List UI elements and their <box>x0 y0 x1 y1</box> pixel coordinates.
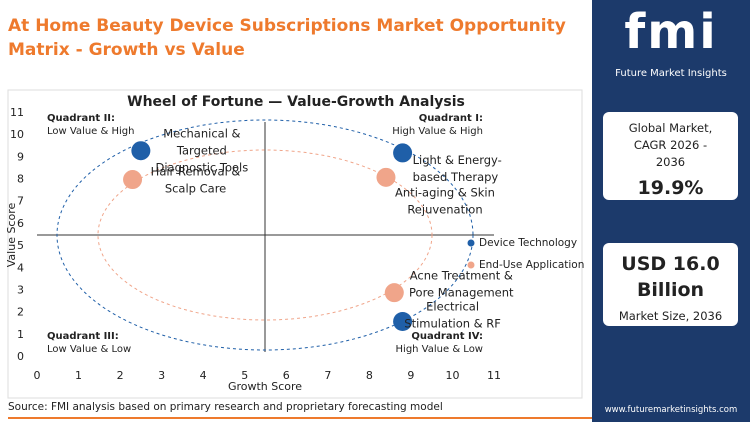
point-label-line: Targeted <box>176 143 227 157</box>
y-tick-label: 3 <box>17 283 24 296</box>
point <box>393 312 413 332</box>
legend-label: End-Use Application <box>479 259 584 271</box>
y-axis-label: Value Score <box>5 203 18 268</box>
point <box>123 170 143 190</box>
y-tick-label: 11 <box>10 106 24 119</box>
brand: Future Market Insights <box>615 68 727 79</box>
x-tick-label: 11 <box>487 369 501 382</box>
y-tick-label: 8 <box>17 173 24 186</box>
quadrant-desc: Low Value & High <box>47 126 134 137</box>
y-tick-label: 7 <box>17 195 24 208</box>
size-label: Market Size, 2036 <box>618 309 723 323</box>
point-label: Anti-aging & Skin Rejuvenation <box>395 185 495 216</box>
point-label-line: Scalp Care <box>165 181 226 195</box>
x-tick-label: 1 <box>75 369 82 382</box>
logo: fmi <box>624 4 718 60</box>
point-label: Hair Removal & Scalp Care <box>151 164 241 195</box>
point-label: Electrical Stimulation & RF <box>404 299 501 330</box>
point <box>384 283 404 303</box>
cagr-box: Global Market, CAGR 2026 - 2036 19.9% <box>603 112 738 200</box>
y-tick-label: 10 <box>10 128 24 141</box>
x-tick-label: 4 <box>200 369 207 382</box>
x-tick-label: 6 <box>283 369 290 382</box>
y-tick-label: 6 <box>17 217 24 230</box>
point-label: Light & Energy-based Therapy <box>413 152 502 183</box>
size-value: USD 16.0 Billion <box>621 253 720 301</box>
quadrant-desc: High Value & High <box>392 126 483 137</box>
chart-frame <box>7 89 583 399</box>
sidebar: fmi Future Market Insights Global Market… <box>592 0 750 422</box>
quadrant-desc: Low Value & Low <box>47 344 131 355</box>
y-tick-label: 0 <box>17 350 24 363</box>
point-label-line: Pore Management <box>409 285 514 299</box>
point-label-line: based Therapy <box>413 169 499 183</box>
x-tick-label: 3 <box>158 369 165 382</box>
x-axis-label: Growth Score <box>228 380 302 393</box>
guide-ring <box>97 149 433 321</box>
y-tick-label: 5 <box>17 239 24 252</box>
point <box>131 141 151 161</box>
quadrant-name: Quadrant I: <box>419 113 483 124</box>
footer-url: www.futuremarketinsights.com <box>604 405 738 415</box>
size-box: USD 16.0 Billion Market Size, 2036 <box>603 243 738 326</box>
chart-title: Wheel of Fortune — Value-Growth Analysis <box>127 94 465 110</box>
cagr-value: 19.9% <box>637 177 704 199</box>
point-label: Acne Treatment & Pore Management <box>409 268 514 299</box>
y-tick-label: 1 <box>17 328 24 341</box>
source-note: Source: FMI analysis based on primary re… <box>8 401 443 413</box>
x-tick-label: 5 <box>241 369 248 382</box>
point-label-line: Anti-aging & Skin <box>395 185 495 199</box>
point-label-line: Hair Removal & <box>151 164 241 178</box>
quadrant-name: Quadrant II: <box>47 113 115 124</box>
quadrant-desc: High Value & Low <box>396 344 483 355</box>
point-label-line: Mechanical & <box>163 126 240 140</box>
x-tick-label: 2 <box>117 369 124 382</box>
point-label-line: Stimulation & RF <box>404 316 501 330</box>
x-tick-label: 10 <box>445 369 459 382</box>
x-tick-label: 8 <box>366 369 373 382</box>
legend-label: Device Technology <box>479 237 577 249</box>
y-tick-label: 9 <box>17 150 24 163</box>
point <box>376 167 396 187</box>
page-title: At Home Beauty Device Subscriptions Mark… <box>8 16 566 60</box>
point-label-line: Electrical <box>426 299 479 313</box>
cagr-label: Global Market, CAGR 2026 - 2036 <box>628 121 713 169</box>
x-tick-label: 7 <box>324 369 331 382</box>
point-label: Mechanical & Targeted Diagnostic Tools <box>155 126 248 174</box>
x-tick-label: 9 <box>407 369 414 382</box>
guide-ring <box>56 119 474 351</box>
legend-swatch <box>467 239 475 247</box>
quadrant-name: Quadrant IV: <box>411 331 483 342</box>
quadrant-name: Quadrant III: <box>47 331 119 342</box>
y-tick-label: 4 <box>17 261 24 274</box>
legend-swatch <box>467 261 475 269</box>
chart: Wheel of Fortune — Value-Growth Analysis… <box>5 89 592 419</box>
point-label-line: Light & Energy- <box>413 152 502 166</box>
x-tick-label: 0 <box>34 369 41 382</box>
point-label-line: Rejuvenation <box>407 202 482 216</box>
point <box>393 143 413 163</box>
y-tick-label: 2 <box>17 306 24 319</box>
point-label-line: Diagnostic Tools <box>155 160 248 174</box>
point-label-line: Acne Treatment & <box>410 268 513 282</box>
